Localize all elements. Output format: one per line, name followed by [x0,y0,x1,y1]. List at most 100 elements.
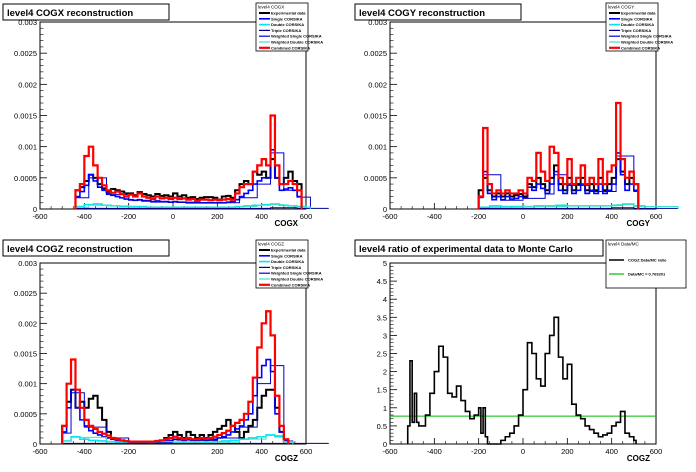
x-axis-label: COGX [274,219,298,228]
legend-entry: Weighted Single CORSIKA [621,34,672,39]
series-line-weighted-double-corsika [478,204,679,209]
legend-entry: Experimental data [621,11,656,16]
series-line-triple-corsika [61,442,329,444]
y-tick-label: 2 [383,368,387,377]
y-tick-label: 0.001 [18,380,37,389]
x-tick-label: 0 [521,212,525,221]
legend-entry: Triple CORSIKA [271,265,301,270]
x-tick-label: 400 [605,447,618,456]
legend-entry: Weighted Double CORSIKA [271,40,323,45]
y-tick-label: 3.5 [377,313,387,322]
series-line-weighted-single-corsika [478,155,639,209]
x-tick-label: -200 [121,212,136,221]
y-tick-label: 0.5 [377,422,387,431]
series-line-combined-corsika [477,101,640,209]
x-tick-label: -600 [32,447,47,456]
legend-entry: Double CORSIKA [271,22,304,27]
chart-panel-2: level4 COGY reconstruction -600 -400 -200 0 2… [354,2,679,228]
x-tick-label: -400 [427,212,442,221]
x-axis-label: COGZ [275,454,298,463]
y-tick-label: 3 [383,331,387,340]
y-tick-label: 0 [383,205,387,214]
x-tick-label: -200 [121,447,136,456]
legend-entry: Single CORSIKA [621,16,653,21]
legend-header: level4 Data/MC [608,242,640,247]
x-tick-label: 0 [521,447,525,456]
y-tick-label: 0.003 [18,259,37,268]
x-axis-label: COGZ [627,454,650,463]
legend-entry: Triple CORSIKA [271,28,301,33]
x-tick-label: 400 [605,212,618,221]
x-tick-label: 200 [561,212,574,221]
x-axis-label: COGY [626,219,650,228]
y-tick-label: 0.0005 [14,174,37,183]
chart-title: level4 COGZ reconstruction [7,244,133,255]
y-tick-label: 0 [383,440,387,449]
chart-title-box [2,239,170,257]
y-tick-label: 1 [383,404,387,413]
y-tick-label: 0.0025 [14,289,37,298]
legend-entry: Experimental data [271,11,306,16]
y-tick-label: 0.0025 [14,49,37,58]
chart-panel-3: level4 COGZ reconstruction -600 -400 -200 0 2… [2,239,329,463]
legend-box [255,2,309,52]
series-line-weighted-double-corsika [74,204,311,209]
y-tick-label: 1.5 [377,386,387,395]
chart-title-box [354,3,522,21]
y-tick-label: 0.0015 [14,350,37,359]
chart-panel-4: level4 ratio of experimental data to Mon… [354,239,687,463]
chart-title-box [2,3,170,21]
x-tick-label: 600 [650,212,663,221]
y-tick-label: 0.003 [368,18,387,27]
y-tick-label: 5 [383,259,387,268]
legend-entry: Weighted Single CORSIKA [271,271,322,276]
legend-entry: Weighted Double CORSIKA [621,40,673,45]
chart-title: level4 COGX reconstruction [7,8,133,19]
y-tick-label: 4.5 [377,277,387,286]
series-line-triple-corsika [478,207,679,209]
legend-box [605,239,687,289]
legend-entry: Weighted Double CORSIKA [271,277,323,282]
y-tick-label: 0.0025 [364,49,387,58]
x-tick-label: 400 [255,447,268,456]
legend-entry: Data/MC = 0.769201 [628,272,666,277]
x-tick-label: 200 [211,212,224,221]
legend-entry: Single CORSIKA [271,16,303,21]
y-tick-label: 0.003 [18,18,37,27]
series-line-combined-corsika [61,310,290,444]
legend-entry: Double CORSIKA [621,22,654,27]
x-tick-label: 600 [650,447,663,456]
legend-entry: Combined CORSIKA [621,45,660,50]
legend-entry: Triple CORSIKA [621,28,651,33]
x-tick-label: 600 [300,212,313,221]
legend-entry: Experimental data [271,248,306,253]
chart-title-box [354,239,604,257]
x-tick-label: -200 [471,212,486,221]
legend-box [605,2,659,52]
y-tick-label: 2.5 [377,350,387,359]
y-tick-label: 0.0015 [14,112,37,121]
legend-entry: Weighted Single CORSIKA [271,34,322,39]
y-tick-label: 0.0015 [364,112,387,121]
x-tick-label: -600 [382,212,397,221]
x-tick-label: -600 [32,212,47,221]
series-line-experimental-data [61,388,290,444]
x-tick-label: 200 [211,447,224,456]
x-tick-label: 0 [171,447,175,456]
y-tick-label: 0.002 [18,319,37,328]
x-tick-label: 400 [255,212,268,221]
x-tick-label: -400 [77,447,92,456]
x-tick-label: -400 [77,212,92,221]
x-tick-label: 600 [300,447,313,456]
y-tick-label: 0.001 [368,143,387,152]
chart-panel-1: level4 COGX reconstruction -600 -400 -200 0 2… [2,2,329,228]
y-tick-label: 0 [33,440,37,449]
plot-frame [389,262,657,445]
y-tick-label: 4 [383,295,387,304]
series-line-combined-corsika [74,114,303,209]
legend-box [255,239,309,289]
series-line-cogz-data-mc-ratio [406,316,637,445]
series-line-single-corsika [477,152,640,209]
legend-entry: COGZ Data/MC ratio [628,258,667,263]
